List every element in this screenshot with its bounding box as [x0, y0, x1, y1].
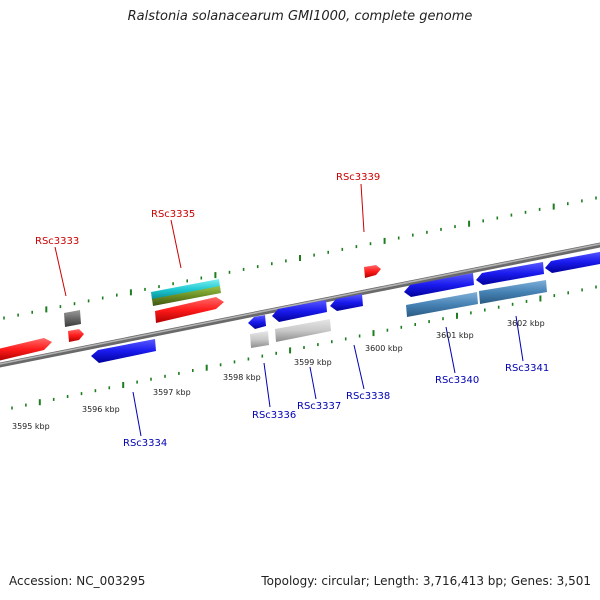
gene-block-cyan[interactable] [151, 279, 220, 300]
scale-label-3601: 3601 kbp [436, 331, 474, 340]
map-title: Ralstonia solanacearum GMI1000, complete… [127, 9, 473, 24]
gene-label-rsc3335[interactable]: RSc3335 [151, 209, 195, 220]
gene-arrow-reverse[interactable] [248, 315, 266, 329]
tick-track-lower [11, 285, 597, 410]
gene-arrow-reverse[interactable] [91, 339, 156, 363]
scale-label-3600: 3600 kbp [365, 344, 403, 353]
gene-label-rsc3336[interactable]: RSc3336 [252, 410, 296, 421]
gene-arrow-reverse[interactable] [476, 262, 544, 285]
gene-block-steelblue[interactable] [479, 280, 547, 304]
gene-arrow-reverse[interactable] [404, 273, 474, 297]
gene-arrow-forward[interactable] [0, 338, 52, 361]
scale-label-3595: 3595 kbp [12, 422, 50, 431]
genome-backbone-highlight [0, 243, 600, 365]
forward-strand-genes [0, 265, 381, 361]
scale-label-3598: 3598 kbp [223, 373, 261, 382]
gene-label-rsc3337[interactable]: RSc3337 [297, 401, 341, 412]
gene-label-rsc3334[interactable]: RSc3334 [123, 438, 167, 449]
gene-arrow-forward[interactable] [68, 329, 84, 342]
gene-block-pseudo[interactable] [250, 331, 269, 348]
gene-label-rsc3340[interactable]: RSc3340 [435, 375, 479, 386]
gene-arrow-forward[interactable] [155, 297, 224, 323]
gene-arrow-reverse[interactable] [272, 300, 327, 322]
gene-block-olive[interactable] [152, 286, 221, 306]
gene-arrow-reverse[interactable] [545, 251, 600, 273]
gene-label-rsc3338[interactable]: RSc3338 [346, 391, 390, 402]
gene-label-rsc3341[interactable]: RSc3341 [505, 363, 549, 374]
scale-label-3597: 3597 kbp [153, 388, 191, 397]
gene-block-dark[interactable] [64, 310, 81, 327]
scale-label-3599: 3599 kbp [294, 358, 332, 367]
gene-block-steelblue[interactable] [406, 292, 478, 317]
gene-label-rsc3339[interactable]: RSc3339 [336, 172, 380, 183]
scale-label-3596: 3596 kbp [82, 405, 120, 414]
gene-arrow-forward[interactable] [364, 265, 381, 278]
gene-block-pseudo[interactable] [275, 319, 331, 342]
reverse-strand-genes [91, 251, 600, 363]
topology-label: Topology: circular; Length: 3,716,413 bp… [261, 574, 591, 588]
tick-track-upper [3, 196, 597, 320]
label-leader-lines [54, 183, 524, 437]
accession-label: Accession: NC_003295 [9, 574, 146, 588]
scale-label-3602: 3602 kbp [507, 319, 545, 328]
gene-label-rsc3333[interactable]: RSc3333 [35, 236, 79, 247]
gene-arrow-reverse[interactable] [330, 294, 363, 311]
